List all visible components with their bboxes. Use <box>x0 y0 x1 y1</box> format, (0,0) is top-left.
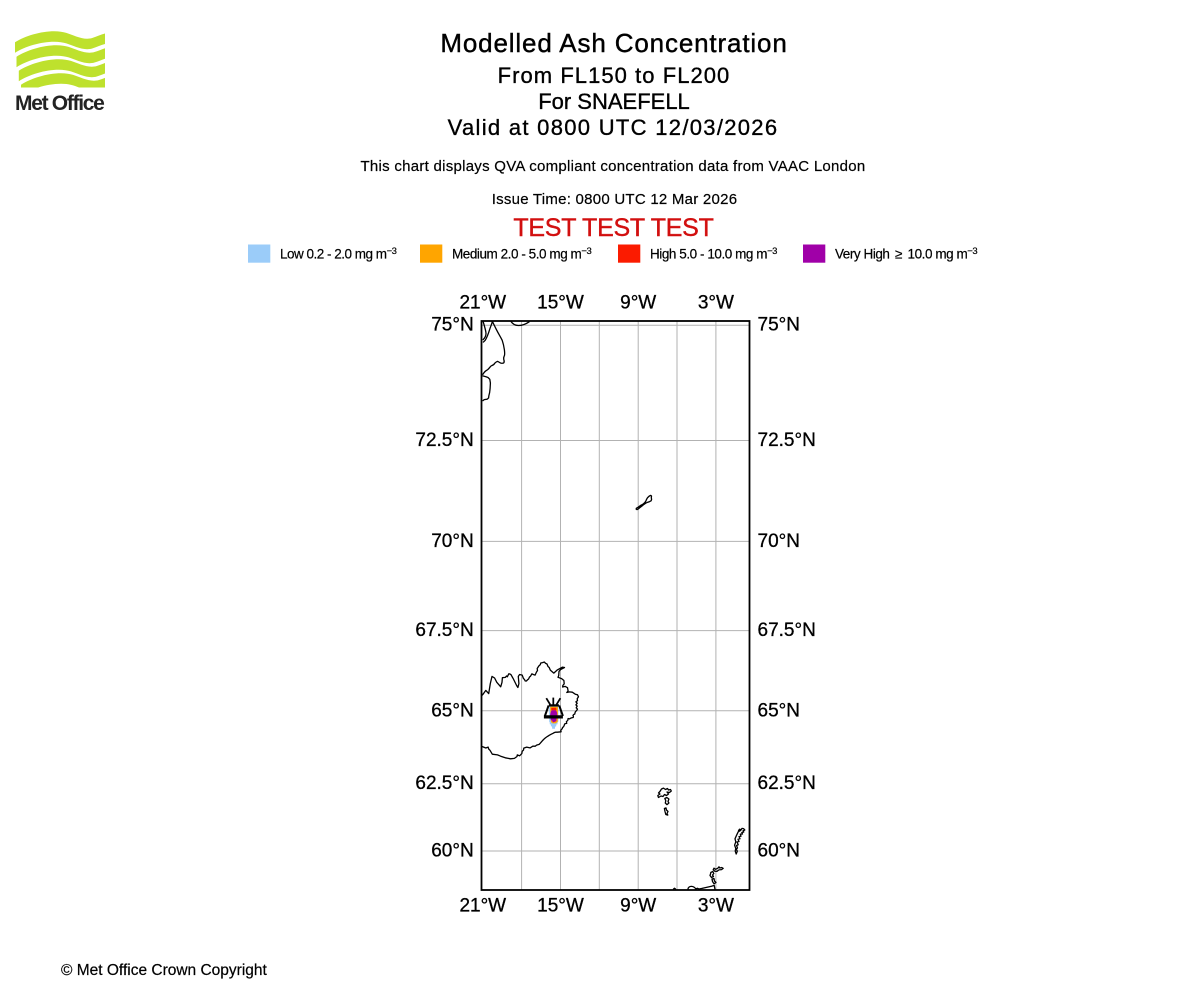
svg-text:62.5°N: 62.5°N <box>758 773 816 794</box>
svg-text:60°N: 60°N <box>431 841 473 862</box>
svg-text:Low 0.2 - 2.0 mg m−3: Low 0.2 - 2.0 mg m−3 <box>280 246 397 262</box>
svg-text:72.5°N: 72.5°N <box>415 430 473 451</box>
svg-text:21°W: 21°W <box>459 895 506 916</box>
svg-text:15°W: 15°W <box>537 292 584 313</box>
svg-text:9°W: 9°W <box>620 895 656 916</box>
svg-text:Met Office: Met Office <box>15 92 104 115</box>
svg-text:70°N: 70°N <box>758 531 800 552</box>
svg-text:3°W: 3°W <box>698 895 734 916</box>
svg-text:67.5°N: 67.5°N <box>758 620 816 641</box>
svg-text:Medium 2.0 - 5.0 mg m−3: Medium 2.0 - 5.0 mg m−3 <box>452 246 591 262</box>
svg-text:For SNAEFELL: For SNAEFELL <box>538 89 690 114</box>
svg-text:15°W: 15°W <box>537 895 584 916</box>
svg-text:65°N: 65°N <box>431 700 473 721</box>
svg-text:TEST TEST TEST: TEST TEST TEST <box>513 214 713 242</box>
svg-text:© Met Office Crown Copyright: © Met Office Crown Copyright <box>61 962 268 979</box>
svg-text:This chart displays QVA compli: This chart displays QVA compliant concen… <box>361 158 866 175</box>
svg-text:72.5°N: 72.5°N <box>758 430 816 451</box>
svg-text:Very High ≥ 10.0 mg m−3: Very High ≥ 10.0 mg m−3 <box>835 246 977 262</box>
svg-text:Issue Time: 0800 UTC 12 Mar 20: Issue Time: 0800 UTC 12 Mar 2026 <box>492 191 738 208</box>
svg-text:High 5.0 - 10.0 mg m−3: High 5.0 - 10.0 mg m−3 <box>650 246 777 262</box>
svg-text:From FL150 to FL200: From FL150 to FL200 <box>498 63 731 88</box>
svg-text:75°N: 75°N <box>431 315 473 336</box>
svg-text:65°N: 65°N <box>758 700 800 721</box>
svg-text:Valid at 0800 UTC 12/03/2026: Valid at 0800 UTC 12/03/2026 <box>448 115 779 140</box>
svg-text:Modelled Ash Concentration: Modelled Ash Concentration <box>440 28 787 58</box>
svg-text:75°N: 75°N <box>758 315 800 336</box>
svg-text:62.5°N: 62.5°N <box>415 773 473 794</box>
svg-text:9°W: 9°W <box>620 292 656 313</box>
svg-text:70°N: 70°N <box>431 531 473 552</box>
svg-text:21°W: 21°W <box>459 292 506 313</box>
svg-text:60°N: 60°N <box>758 841 800 862</box>
svg-text:3°W: 3°W <box>698 292 734 313</box>
svg-text:67.5°N: 67.5°N <box>415 620 473 641</box>
